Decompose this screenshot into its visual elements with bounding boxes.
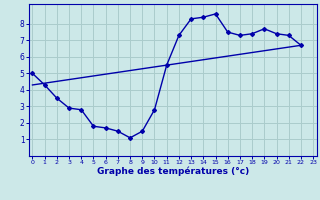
X-axis label: Graphe des températures (°c): Graphe des températures (°c) [97,167,249,176]
